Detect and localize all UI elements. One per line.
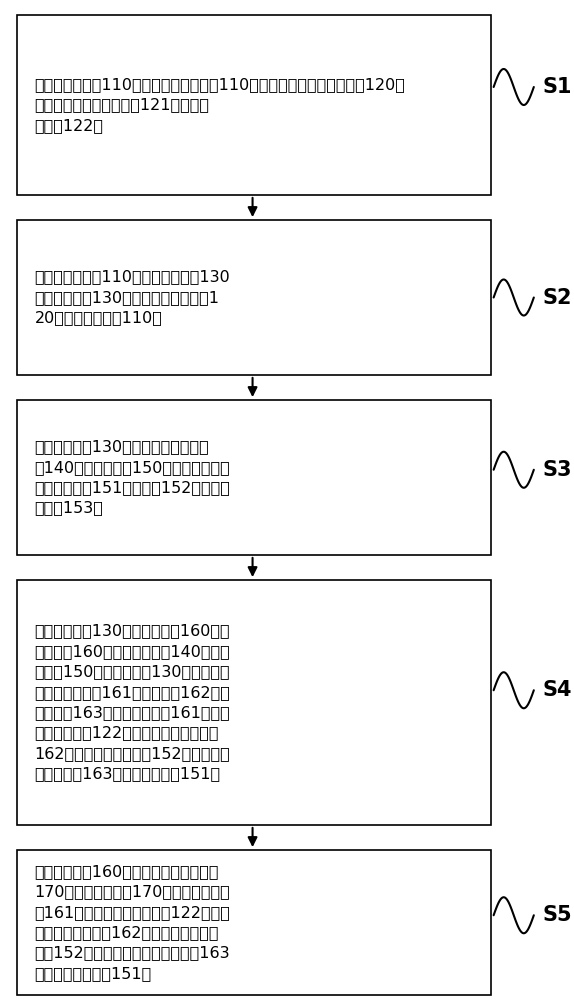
Text: S3: S3	[542, 460, 572, 480]
Text: 提供一衬底基板110，并在所述衬底基板110上形成图案化的第一金属层120，
所述第一金属层包括栅极121以及第一
搭接部122；: 提供一衬底基板110，并在所述衬底基板110上形成图案化的第一金属层120， 所…	[34, 77, 405, 133]
Text: 在所述绝缘层130上形成图案化的有源
层140及第二金属层150，所述第二金属
层包括焊盘区151、源漏极152以及第二
搭接部153；: 在所述绝缘层130上形成图案化的有源 层140及第二金属层150，所述第二金属 …	[34, 439, 230, 516]
Text: S1: S1	[542, 77, 572, 97]
Bar	[17, 400, 491, 555]
Bar	[17, 580, 491, 825]
Text: S2: S2	[542, 288, 572, 308]
Text: 在所述平坦层160上图案化形成金属叠层
170，所述金属叠层170覆盖所述第一过
孔161暴露的所述第一搭接部122的部分
以及所述第二过孔162暴露的所述第二: 在所述平坦层160上图案化形成金属叠层 170，所述金属叠层170覆盖所述第一过…	[34, 864, 230, 981]
Text: 在所述绝缘层130上形成平坦层160，所
述平坦层160覆盖所述有源层140、第二
金属层150及所述绝缘层130，并且图案
化形成第一过孔161、第二过孔16: 在所述绝缘层130上形成平坦层160，所 述平坦层160覆盖所述有源层140、第…	[34, 624, 230, 781]
Text: S5: S5	[542, 905, 572, 925]
Bar	[17, 220, 491, 375]
Bar	[17, 15, 491, 195]
Text: S4: S4	[542, 680, 572, 700]
Text: 在所述衬底基板110上形成一绝缘层130
，所述绝缘层130覆盖所述第一金属层1
20及所述衬底基板110；: 在所述衬底基板110上形成一绝缘层130 ，所述绝缘层130覆盖所述第一金属层1…	[34, 270, 230, 325]
Bar	[17, 850, 491, 995]
